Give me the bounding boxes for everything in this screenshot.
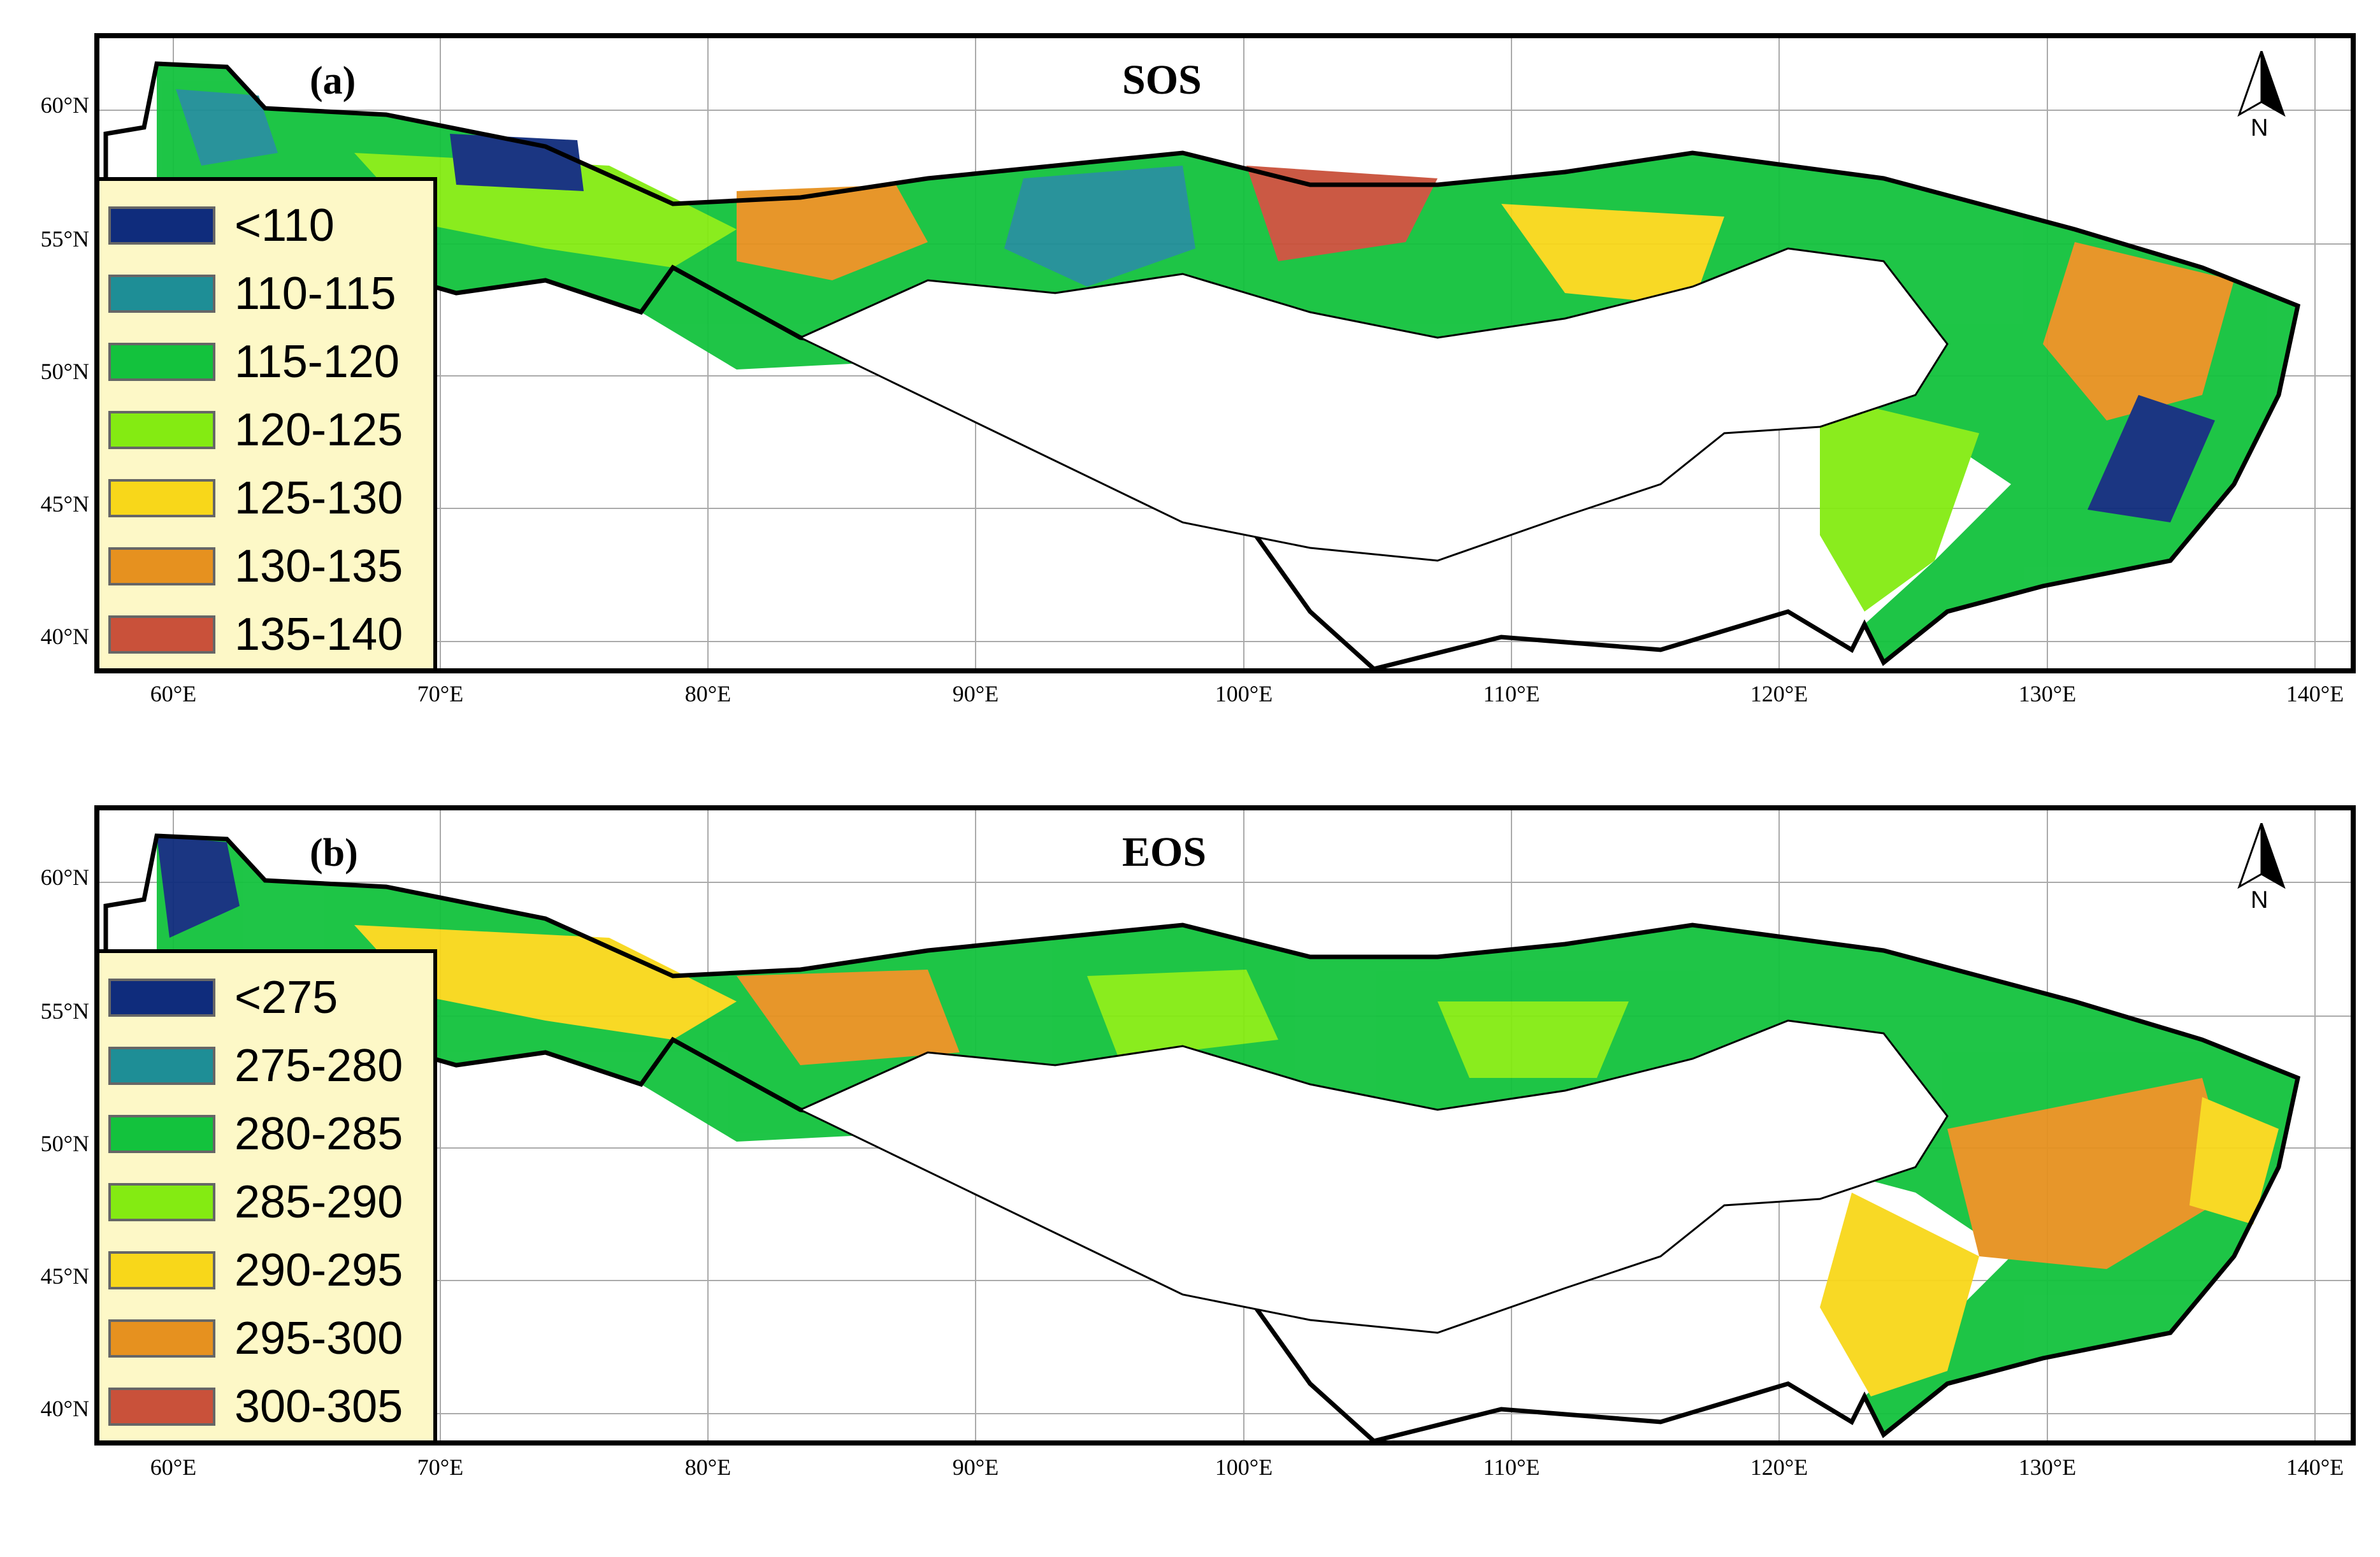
lon-label: 80°E [684, 681, 732, 707]
lat-label: 60°N [40, 92, 89, 118]
legend-label: 135-140 [234, 608, 403, 660]
lon-label: 110°E [1483, 681, 1540, 707]
north-label: N [2251, 887, 2268, 914]
legend-label: 125-130 [234, 472, 403, 524]
legend-label: 295-300 [234, 1312, 403, 1364]
lat-label: 45°N [40, 491, 89, 517]
legend-item: 120-125 [108, 396, 433, 464]
legend-item: 280-285 [108, 1100, 433, 1168]
legend-swatch [108, 1251, 215, 1289]
legend-label: <110 [234, 199, 335, 251]
legend-swatch [108, 206, 215, 245]
legend-item: 135-140 [108, 600, 433, 668]
map-canvas-sos [99, 38, 2351, 668]
lon-label: 90°E [952, 1454, 999, 1480]
lat-label: 40°N [40, 1396, 89, 1421]
lon-label: 90°E [952, 681, 999, 707]
legend-swatch [108, 1319, 215, 1358]
map-panel-eos: (b) EOS N <275 275-280 280-285 285-290 2… [94, 805, 2356, 1446]
legend-swatch [108, 274, 215, 313]
legend-item: 295-300 [108, 1304, 433, 1372]
legend-item: 285-290 [108, 1168, 433, 1236]
lon-label: 110°E [1483, 1454, 1540, 1480]
legend-swatch [108, 1182, 215, 1221]
lon-label: 130°E [2018, 681, 2077, 707]
lon-label: 100°E [1215, 681, 1273, 707]
north-arrow: N [2233, 51, 2290, 147]
lon-label: 140°E [2286, 681, 2344, 707]
panel-title: SOS [1122, 57, 1202, 103]
map-panel-sos: (a) SOS N <110 110-115 115-120 120-125 1… [94, 33, 2356, 673]
legend-item: 115-120 [108, 327, 433, 396]
lon-label: 80°E [684, 1454, 732, 1480]
legend-label: 120-125 [234, 404, 403, 456]
lat-label: 40°N [40, 624, 89, 649]
north-label: N [2251, 115, 2268, 141]
lon-label: 140°E [2286, 1454, 2344, 1480]
legend-label: 285-290 [234, 1176, 403, 1228]
lon-label: 60°E [150, 1454, 197, 1480]
legend-swatch [108, 978, 215, 1017]
legend-swatch [108, 547, 215, 585]
country-boundary [798, 1019, 1949, 1334]
legend-label: <275 [234, 972, 338, 1023]
legend-item: 110-115 [108, 259, 433, 327]
legend-swatch [108, 1114, 215, 1153]
legend-item: 290-295 [108, 1236, 433, 1304]
legend-swatch [108, 1387, 215, 1426]
map-canvas-eos [99, 810, 2351, 1440]
legend-label: 280-285 [234, 1108, 403, 1159]
country-boundary [798, 247, 1949, 562]
lat-label: 55°N [40, 226, 89, 252]
lon-label: 100°E [1215, 1454, 1273, 1480]
phenology-raster [157, 64, 2298, 663]
lon-label: 130°E [2018, 1454, 2077, 1480]
legend-swatch [108, 342, 215, 381]
panel-tag: (b) [310, 831, 358, 875]
legend-label: 275-280 [234, 1040, 403, 1091]
legend: <275 275-280 280-285 285-290 290-295 295… [99, 949, 437, 1440]
phenology-raster [157, 836, 2298, 1435]
north-arrow: N [2233, 823, 2290, 919]
legend-label: 300-305 [234, 1381, 403, 1432]
legend-item: 130-135 [108, 532, 433, 600]
lat-label: 50°N [40, 359, 89, 384]
legend-swatch [108, 1046, 215, 1085]
north-arrow-icon [2237, 823, 2286, 889]
legend: <110 110-115 115-120 120-125 125-130 130… [99, 177, 437, 668]
legend-item: 300-305 [108, 1372, 433, 1440]
legend-swatch [108, 478, 215, 517]
lat-label: 50°N [40, 1131, 89, 1156]
lon-label: 70°E [417, 1454, 464, 1480]
legend-item: 275-280 [108, 1031, 433, 1100]
lon-label: 120°E [1750, 1454, 1808, 1480]
lat-label: 45°N [40, 1263, 89, 1289]
legend-item: 125-130 [108, 464, 433, 532]
lat-label: 60°N [40, 865, 89, 890]
study-area-boundary [103, 833, 2301, 1440]
north-arrow-icon [2237, 51, 2286, 117]
legend-item: <275 [108, 963, 433, 1031]
panel-tag: (a) [310, 59, 356, 103]
lon-label: 60°E [150, 681, 197, 707]
study-area-boundary [103, 61, 2301, 668]
lat-label: 55°N [40, 998, 89, 1024]
lon-label: 70°E [417, 681, 464, 707]
legend-swatch [108, 410, 215, 449]
panel-title: EOS [1122, 829, 1207, 875]
legend-label: 110-115 [234, 268, 396, 319]
legend-label: 290-295 [234, 1244, 403, 1296]
lon-label: 120°E [1750, 681, 1808, 707]
legend-label: 130-135 [234, 540, 403, 592]
legend-label: 115-120 [234, 336, 400, 387]
legend-item: <110 [108, 191, 433, 259]
legend-swatch [108, 615, 215, 654]
